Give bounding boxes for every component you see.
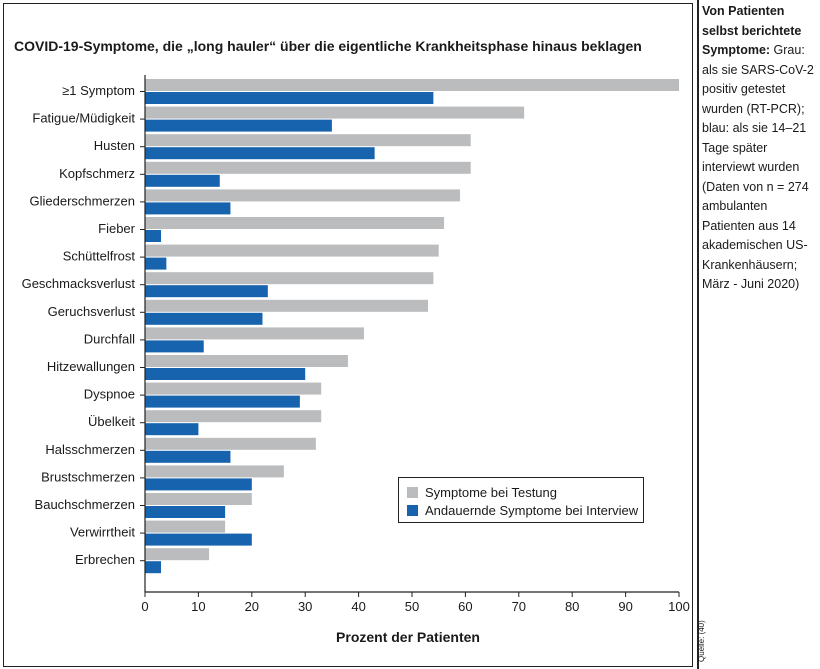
bar-interview [145, 119, 332, 132]
bar-testing [145, 217, 445, 229]
bar-testing [145, 327, 364, 340]
category-label: Gliederschmerzen [30, 193, 136, 208]
category-label: ≥1 Symptom [62, 83, 135, 98]
legend: Symptome bei Testung Andauernde Symptome… [398, 477, 644, 523]
category-label: Kopfschmerz [59, 166, 135, 181]
bar-interview [145, 202, 231, 215]
side-note: Von Patienten selbst berichtete Symptome… [702, 2, 817, 295]
bar-testing [145, 493, 252, 505]
x-tick-label: 30 [298, 599, 312, 614]
bar-interview [145, 533, 252, 546]
x-tick-label: 40 [351, 599, 365, 614]
chart-title: COVID-19-Symptome, die „long hauler“ übe… [14, 38, 642, 54]
x-tick-label: 80 [565, 599, 579, 614]
bar-testing [145, 272, 434, 285]
category-label: Schüttelfrost [63, 249, 136, 264]
bar-interview [145, 92, 434, 104]
bar-interview [145, 395, 300, 408]
x-axis-label: Prozent der Patienten [336, 629, 480, 645]
bar-testing [145, 161, 471, 174]
category-label: Brustschmerzen [41, 469, 135, 484]
legend-item-testing: Symptome bei Testung [407, 485, 557, 500]
bar-testing [145, 189, 461, 202]
bar-interview [145, 506, 226, 518]
x-tick-label: 10 [191, 599, 205, 614]
x-tick-label: 90 [618, 599, 632, 614]
bar-testing [145, 134, 471, 147]
bar-interview [145, 147, 375, 160]
category-label: Fatigue/Müdigkeit [32, 111, 135, 126]
bar-testing [145, 355, 348, 367]
bar-interview [145, 257, 167, 270]
bar-testing [145, 244, 439, 257]
category-label: Durchfall [84, 331, 135, 346]
category-label: Husten [94, 138, 135, 153]
bar-testing [145, 299, 429, 312]
bar-testing [145, 410, 322, 423]
category-label: Bauchschmerzen [35, 497, 135, 512]
bar-testing [145, 465, 284, 478]
bar-testing [145, 437, 316, 450]
bar-testing [145, 382, 322, 395]
legend-label-testing: Symptome bei Testung [425, 485, 557, 500]
legend-label-interview: Andauernde Symptome bei Interview [425, 503, 639, 518]
bar-testing [145, 79, 679, 91]
divider-line [697, 0, 699, 669]
x-tick-label: 0 [141, 599, 148, 614]
bar-interview [145, 312, 263, 325]
bar-testing [145, 520, 226, 533]
category-label: Dyspnoe [84, 387, 135, 402]
chart-frame [3, 3, 693, 667]
bar-interview [145, 340, 204, 353]
legend-swatch-blue [407, 505, 418, 516]
category-label: Geruchsverlust [48, 304, 136, 319]
bar-interview [145, 561, 162, 574]
bar-interview [145, 478, 252, 491]
x-tick-label: 70 [512, 599, 526, 614]
bar-interview [145, 450, 231, 463]
side-note-heading: Von Patienten selbst berichtete Symptome… [702, 4, 802, 57]
x-tick-label: 100 [668, 599, 690, 614]
source-credit: Quelle: (40) [697, 620, 706, 662]
bar-interview [145, 285, 268, 298]
x-tick-label: 50 [405, 599, 419, 614]
category-label: Übelkeit [88, 414, 135, 429]
x-tick-label: 60 [458, 599, 472, 614]
category-label: Fieber [98, 221, 136, 236]
bar-testing [145, 548, 210, 561]
side-note-text: Grau: als sie SARS-CoV-2 positiv geteste… [702, 43, 814, 291]
category-label: Hitzewallungen [47, 359, 135, 374]
legend-swatch-gray [407, 487, 418, 498]
bar-interview [145, 368, 306, 380]
bar-interview [145, 230, 162, 242]
category-label: Verwirrtheit [70, 525, 135, 540]
legend-item-interview: Andauernde Symptome bei Interview [407, 503, 638, 518]
category-label: Halsschmerzen [45, 442, 135, 457]
category-label: Erbrechen [75, 552, 135, 567]
bar-testing [145, 106, 525, 119]
bar-interview [145, 174, 220, 187]
bar-chart: ≥1 Symptom Fatigue/Müdigkeit Husten Kopfsch… [22, 75, 690, 645]
bar-interview [145, 423, 199, 436]
x-tick-label: 20 [245, 599, 259, 614]
category-label: Geschmacksverlust [22, 276, 136, 291]
